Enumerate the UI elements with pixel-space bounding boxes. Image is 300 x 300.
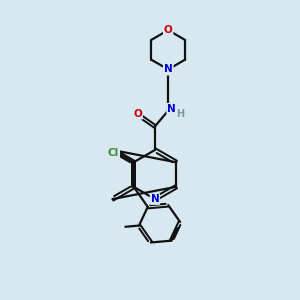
Text: H: H [176, 109, 184, 118]
Text: N: N [151, 194, 159, 204]
Text: N: N [164, 64, 172, 74]
Text: Cl: Cl [108, 148, 119, 158]
Text: N: N [164, 64, 172, 74]
Text: O: O [164, 25, 172, 35]
Text: N: N [167, 104, 176, 114]
Text: O: O [133, 109, 142, 119]
